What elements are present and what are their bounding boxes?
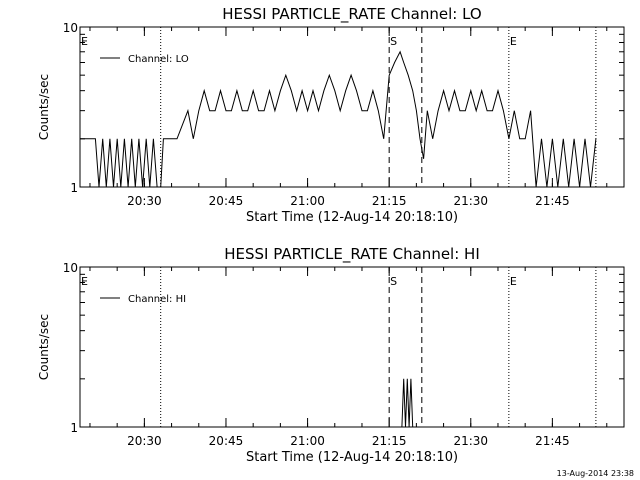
legend-entry: Channel: LO (128, 54, 189, 65)
x-tick-label: 21:45 (535, 194, 570, 208)
y-tick-label: 1 (70, 421, 78, 435)
chart-panel-0: HESSI PARTICLE_RATE Channel: LO Start Tim… (37, 5, 625, 225)
event-marker-label: S (390, 275, 397, 288)
y-tick-label: 1 (70, 181, 78, 195)
chart-title: HESSI PARTICLE_RATE Channel: LO (222, 5, 481, 24)
x-axis-label: Start Time (12-Aug-14 20:18:10) (246, 450, 458, 465)
event-marker-label: E (81, 35, 88, 48)
event-marker-label: E (510, 275, 517, 288)
x-tick-label: 20:45 (209, 194, 244, 208)
x-tick-label: 21:30 (453, 434, 488, 448)
x-tick-label: 21:00 (290, 194, 325, 208)
event-marker-label: E (81, 275, 88, 288)
x-tick-label: 21:15 (372, 434, 407, 448)
legend-entry: Channel: HI (128, 294, 186, 305)
plot-timestamp: 13-Aug-2014 23:38 (556, 469, 634, 478)
series-line (401, 378, 414, 428)
event-marker-label: E (510, 35, 517, 48)
y-axis-label: Counts/sec (37, 314, 51, 380)
chart-title: HESSI PARTICLE_RATE Channel: HI (224, 245, 480, 264)
x-axis-label: Start Time (12-Aug-14 20:18:10) (246, 210, 458, 225)
x-tick-label: 20:30 (127, 194, 162, 208)
y-axis-label: Counts/sec (37, 74, 51, 140)
y-tick-label: 10 (63, 21, 78, 35)
series-line (80, 50, 597, 188)
x-tick-label: 21:45 (535, 434, 570, 448)
plot-frame (79, 26, 625, 188)
x-tick-label: 21:15 (372, 194, 407, 208)
chart-panel-1: HESSI PARTICLE_RATE Channel: HI Start Tim… (37, 245, 625, 465)
x-tick-label: 21:00 (290, 434, 325, 448)
x-tick-label: 21:30 (453, 194, 488, 208)
x-tick-label: 20:30 (127, 434, 162, 448)
x-tick-label: 20:45 (209, 434, 244, 448)
event-marker-label: S (390, 35, 397, 48)
plot-frame (79, 266, 625, 428)
y-tick-label: 10 (63, 261, 78, 275)
